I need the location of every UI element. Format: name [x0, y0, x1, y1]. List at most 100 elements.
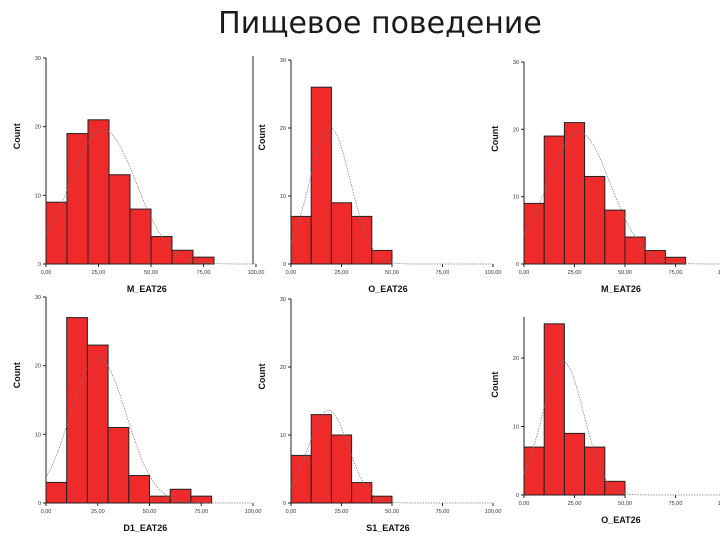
histogram-m-eat26-1: 0 10 20 30 Count 0,00 25,00 50,00 75,00 100,00 M_E… — [12, 56, 265, 294]
histogram-bar — [330, 202, 353, 265]
x-tick-label: 25,00 — [335, 270, 349, 276]
x-tick-label: 0,00 — [519, 270, 530, 276]
histogram-bar — [45, 201, 68, 265]
histogram-bar — [66, 133, 89, 265]
x-axis-label: O_EAT26 — [601, 515, 640, 525]
x-tick-label: 75,00 — [436, 270, 450, 276]
histogram-bar — [290, 215, 312, 265]
y-tick-label: 0 — [283, 262, 286, 268]
x-tick-label: 100,00 — [485, 509, 502, 515]
x-tick-label: 25,00 — [91, 509, 105, 515]
y-axis-label: Count — [12, 362, 22, 388]
x-tick-label: 0,00 — [41, 509, 52, 515]
y-tick-label: 0 — [38, 262, 41, 268]
x-tick-label: 100,00 — [718, 501, 720, 507]
x-tick-label: 50,00 — [385, 509, 399, 515]
x-tick-label: 25,00 — [92, 270, 106, 276]
y-tick-label: 30 — [280, 58, 286, 64]
histogram-bar — [624, 236, 646, 265]
histogram-m-eat26-2: 0 10 20 30 Count 0,00 25,00 50,00 75,00 100,00 M_E… — [490, 60, 720, 294]
histogram-bar — [563, 122, 586, 265]
y-axis-label: Count — [490, 372, 500, 398]
x-axis-label: D1_EAT26 — [123, 523, 167, 533]
histogram-o-eat26-1: 0 10 20 30 Count 0,00 25,00 50,00 75,00 100,00 O_E… — [257, 58, 502, 294]
x-tick-label: 0,00 — [286, 270, 297, 276]
histogram-bar — [563, 432, 586, 496]
y-tick-label: 30 — [35, 295, 41, 301]
x-tick-label: 50,00 — [385, 270, 399, 276]
y-tick-label: 0 — [516, 262, 519, 268]
normal-curve — [523, 361, 720, 496]
histogram-bar — [310, 86, 332, 265]
histogram-bar — [66, 317, 88, 504]
histogram-bar — [543, 323, 565, 496]
normal-curve — [523, 131, 720, 265]
x-tick-label: 75,00 — [194, 509, 208, 515]
y-tick-label: 10 — [513, 195, 519, 201]
histogram-bar — [87, 119, 110, 265]
y-tick-label: 30 — [513, 60, 519, 66]
histogram-bar — [128, 475, 151, 504]
x-tick-label: 100,00 — [485, 270, 502, 276]
histogram-bar — [644, 250, 666, 265]
x-tick-label: 75,00 — [197, 270, 211, 276]
x-axis-label: M_EAT26 — [601, 284, 641, 294]
x-tick-label: 100,00 — [245, 509, 262, 515]
histogram-bar — [523, 202, 545, 265]
y-tick-label: 10 — [280, 433, 286, 439]
x-tick-label: 75,00 — [669, 270, 683, 276]
y-tick-label: 30 — [35, 56, 41, 62]
histogram-o-eat26-2: 0 10 20 Count 0,00 25,00 50,00 75,00 100,00 O_EAT… — [490, 317, 720, 525]
histogram-bar — [604, 209, 626, 265]
histogram-bar — [108, 174, 131, 265]
y-tick-label: 10 — [513, 425, 519, 431]
x-tick-label: 50,00 — [618, 501, 632, 507]
x-axis-label: M_EAT26 — [127, 284, 167, 294]
y-tick-label: 0 — [38, 501, 41, 507]
x-tick-label: 50,00 — [618, 270, 632, 276]
histogram-bar — [129, 208, 152, 265]
histogram-bar — [371, 495, 393, 504]
histogram-bar — [351, 215, 373, 265]
y-tick-label: 30 — [280, 297, 286, 303]
histogram-bar — [371, 249, 393, 265]
y-tick-label: 20 — [513, 127, 519, 133]
histogram-bar — [310, 414, 332, 504]
histogram-bar — [107, 426, 130, 504]
histogram-d1-eat26: 0 10 20 30 Count 0,00 25,00 50,00 75,00 100,00 D1_… — [12, 295, 262, 533]
histogram-bar — [584, 175, 606, 265]
y-tick-label: 0 — [516, 493, 519, 499]
histogram-bar — [290, 454, 312, 504]
y-tick-label: 20 — [280, 365, 286, 371]
normal-curve — [45, 356, 253, 504]
y-tick-label: 20 — [280, 126, 286, 132]
normal-curve — [45, 129, 256, 265]
normal-curve — [290, 127, 493, 265]
x-tick-label: 0,00 — [41, 270, 52, 276]
x-axis-label: S1_EAT26 — [366, 523, 409, 533]
histogram-bar — [149, 495, 171, 504]
histogram-bar — [190, 495, 213, 504]
y-tick-label: 10 — [35, 432, 41, 438]
histogram-bar — [86, 344, 109, 504]
x-tick-label: 0,00 — [286, 509, 297, 515]
normal-curve — [290, 410, 493, 504]
y-axis-label: Count — [257, 125, 267, 151]
y-tick-label: 10 — [35, 193, 41, 199]
x-tick-label: 25,00 — [568, 270, 582, 276]
x-tick-label: 0,00 — [519, 501, 530, 507]
histogram-bar — [351, 482, 373, 504]
page-title: Пищевое поведение — [218, 6, 542, 41]
histogram-bar — [45, 481, 68, 504]
histogram-bar — [330, 434, 353, 504]
y-tick-label: 20 — [35, 364, 41, 370]
x-tick-label: 50,00 — [144, 270, 158, 276]
x-tick-label: 100,00 — [248, 270, 265, 276]
histogram-bar — [150, 236, 173, 265]
histogram-bar — [523, 446, 545, 496]
x-tick-label: 75,00 — [436, 509, 450, 515]
y-tick-label: 20 — [35, 125, 41, 131]
x-tick-label: 100,00 — [718, 270, 720, 276]
x-tick-label: 50,00 — [143, 509, 157, 515]
y-axis-label: Count — [257, 364, 267, 390]
